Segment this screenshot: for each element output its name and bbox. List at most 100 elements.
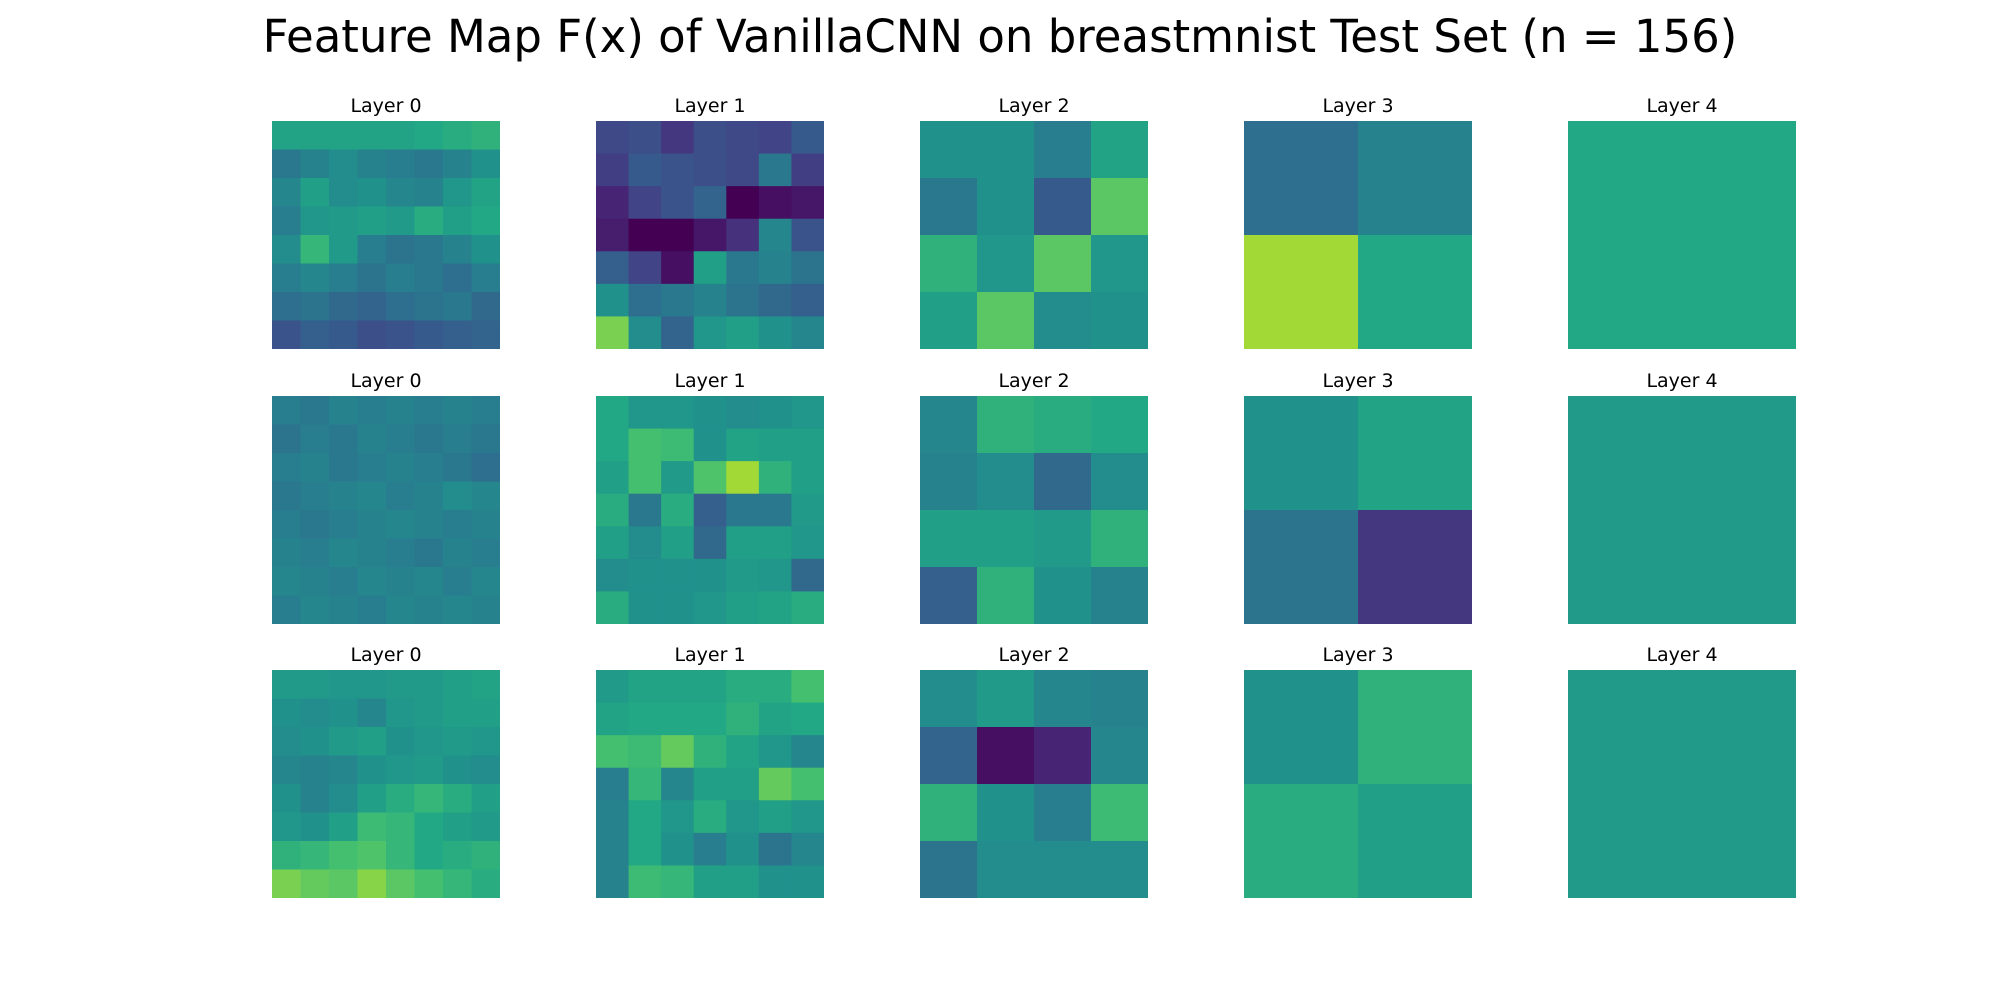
heatmap-cell xyxy=(329,841,359,871)
heatmap-cell xyxy=(726,558,760,593)
heatmap-cell xyxy=(628,702,662,736)
heatmap-cell xyxy=(471,453,500,483)
heatmap-cell xyxy=(726,767,760,801)
heatmap-cell xyxy=(414,784,444,814)
heatmap-cell xyxy=(1034,670,1092,728)
heatmap-cell xyxy=(386,292,416,322)
heatmap-panel: Layer 0 xyxy=(272,370,500,624)
heatmap-cell xyxy=(329,510,359,540)
heatmap-cell xyxy=(628,800,662,834)
heatmap-cell xyxy=(386,727,416,757)
heatmap-panel: Layer 2 xyxy=(920,95,1148,349)
heatmap-cell xyxy=(443,453,473,483)
panel-title: Layer 4 xyxy=(1646,644,1718,666)
heatmap-cell xyxy=(414,292,444,322)
heatmap-image xyxy=(596,670,824,898)
heatmap-cell xyxy=(596,396,630,430)
heatmap-cell xyxy=(791,153,824,187)
heatmap-cell xyxy=(791,702,824,736)
heatmap-panel: Layer 4 xyxy=(1568,370,1796,624)
heatmap-cell xyxy=(300,178,330,208)
heatmap-cell xyxy=(357,481,387,511)
heatmap-cell xyxy=(414,727,444,757)
heatmap-cell xyxy=(329,149,359,179)
heatmap-cell xyxy=(791,316,824,349)
heatmap-cell xyxy=(920,178,978,236)
heatmap-cell xyxy=(329,263,359,293)
heatmap-cell xyxy=(693,218,727,252)
heatmap-cell xyxy=(386,453,416,483)
heatmap-cell xyxy=(693,283,727,318)
heatmap-cell xyxy=(386,670,416,700)
heatmap-cell xyxy=(920,727,978,785)
heatmap-cell xyxy=(791,735,824,769)
heatmap-cell xyxy=(977,727,1035,785)
heatmap-cell xyxy=(329,812,359,842)
heatmap-cell xyxy=(329,755,359,785)
heatmap-cell xyxy=(628,121,662,155)
heatmap-cell xyxy=(386,869,416,898)
heatmap-cell xyxy=(443,670,473,700)
heatmap-cell xyxy=(300,812,330,842)
heatmap-cell xyxy=(977,453,1035,511)
heatmap-panel: Layer 3 xyxy=(1244,644,1472,898)
heatmap-cell xyxy=(329,206,359,236)
heatmap-image xyxy=(272,396,500,624)
heatmap-cell xyxy=(596,591,630,624)
heatmap-cell xyxy=(357,812,387,842)
heatmap-cell xyxy=(628,461,662,495)
heatmap-cell xyxy=(443,178,473,208)
heatmap-cell xyxy=(726,832,760,867)
heatmap-cell xyxy=(443,292,473,322)
heatmap-cell xyxy=(471,538,500,568)
heatmap-cell xyxy=(443,869,473,898)
heatmap-cell xyxy=(300,538,330,568)
heatmap-cell xyxy=(791,121,824,155)
heatmap-cell xyxy=(596,153,630,187)
heatmap-cell xyxy=(693,670,727,704)
heatmap-cell xyxy=(628,526,662,560)
heatmap-cell xyxy=(471,121,500,151)
heatmap-cell xyxy=(443,481,473,511)
heatmap-cell xyxy=(726,153,760,187)
heatmap-cell xyxy=(791,767,824,801)
heatmap-cell xyxy=(272,178,302,208)
heatmap-cell xyxy=(300,235,330,265)
heatmap-cell xyxy=(1244,396,1359,511)
heatmap-cell xyxy=(329,595,359,624)
heatmap-cell xyxy=(471,292,500,322)
heatmap-cell xyxy=(758,670,793,704)
heatmap-cell xyxy=(758,558,793,593)
heatmap-image xyxy=(272,121,500,349)
heatmap-panel: Layer 3 xyxy=(1244,370,1472,624)
heatmap-cell xyxy=(357,396,387,426)
heatmap-cell xyxy=(272,869,302,898)
heatmap-cell xyxy=(1358,396,1472,511)
heatmap-cell xyxy=(329,869,359,898)
heatmap-cell xyxy=(357,292,387,322)
heatmap-cell xyxy=(920,292,978,349)
heatmap-cell xyxy=(661,153,695,187)
heatmap-cell xyxy=(1091,292,1148,349)
heatmap-cell xyxy=(726,218,760,252)
heatmap-cell xyxy=(272,784,302,814)
heatmap-cell xyxy=(1091,453,1148,511)
heatmap-cell xyxy=(661,702,695,736)
panel-title: Layer 2 xyxy=(998,644,1070,666)
heatmap-image xyxy=(1244,670,1472,898)
heatmap-cell xyxy=(1034,510,1092,568)
heatmap-cell xyxy=(471,481,500,511)
heatmap-cell xyxy=(693,121,727,155)
heatmap-cell xyxy=(414,869,444,898)
heatmap-panel: Layer 1 xyxy=(596,370,824,624)
heatmap-cell xyxy=(386,538,416,568)
heatmap-cell xyxy=(471,396,500,426)
heatmap-cell xyxy=(661,558,695,593)
heatmap-cell xyxy=(386,595,416,624)
heatmap-cell xyxy=(386,149,416,179)
heatmap-cell xyxy=(357,538,387,568)
heatmap-cell xyxy=(726,591,760,624)
heatmap-cell xyxy=(661,670,695,704)
panel-title: Layer 2 xyxy=(998,95,1070,117)
heatmap-cell xyxy=(726,316,760,349)
